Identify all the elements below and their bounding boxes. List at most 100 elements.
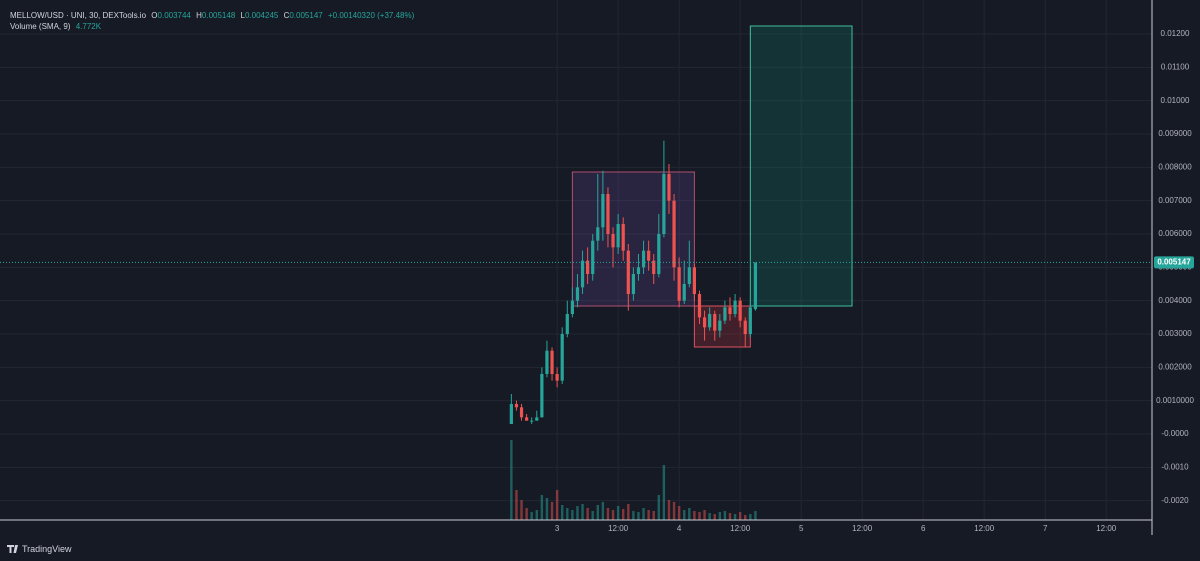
- volume-bar: [550, 502, 554, 520]
- volume-bar: [555, 490, 559, 520]
- candle-body: [570, 300, 574, 314]
- volume-bar: [723, 511, 727, 520]
- volume-bar: [642, 508, 645, 520]
- last-price-label: 0.005147: [1157, 258, 1191, 267]
- candle-body: [636, 267, 641, 274]
- volume-bar: [525, 508, 528, 520]
- candle-body: [606, 194, 610, 234]
- volume-bar: [677, 506, 681, 520]
- candle-body: [718, 320, 722, 331]
- volume-bar: [733, 514, 737, 520]
- candle-body: [550, 350, 554, 374]
- candle-body: [519, 407, 524, 418]
- candle-body: [601, 194, 605, 228]
- candle-body: [580, 260, 585, 288]
- volume-value: 4.772K: [76, 22, 102, 31]
- x-tick-label: 7: [1043, 524, 1048, 533]
- y-tick-label: -0.0020: [1161, 496, 1189, 505]
- volume-bar: [667, 500, 671, 520]
- candle-body: [591, 240, 595, 274]
- header-text: MELLOW/USD · UNI, 30, DEXTools.io O0.003…: [10, 11, 415, 20]
- candle-body: [692, 267, 696, 294]
- candle-body: [733, 300, 737, 314]
- volume-label: Volume (SMA, 9): [10, 22, 71, 31]
- volume-bar: [606, 508, 610, 520]
- x-tick-label: 6: [921, 524, 926, 533]
- volume-bar: [596, 505, 599, 520]
- volume-bar: [571, 510, 574, 520]
- volume-bar: [657, 495, 661, 520]
- candle-body: [748, 307, 752, 334]
- footer[interactable]: TradingView: [7, 544, 72, 554]
- volume-bar: [652, 511, 655, 520]
- x-tick-label: 12:00: [974, 524, 995, 533]
- volume-bar: [545, 498, 549, 520]
- volume-bar: [535, 510, 538, 520]
- volume-bar: [632, 511, 635, 520]
- y-tick-label: 0.01200: [1161, 29, 1190, 38]
- volume-bar: [713, 514, 716, 520]
- h-label: H: [196, 11, 202, 20]
- x-tick-label: 12:00: [730, 524, 751, 533]
- candle-body: [687, 267, 691, 284]
- x-tick-label: 12:00: [1096, 524, 1117, 533]
- volume-bar: [662, 465, 666, 520]
- y-tick-label: 0.007000: [1158, 196, 1192, 205]
- candle-body: [565, 314, 569, 334]
- symbol: MELLOW/USD · UNI, 30, DEXTools.io: [10, 11, 147, 20]
- candle-body: [743, 320, 747, 334]
- candle-body: [530, 420, 534, 422]
- candle-body: [702, 317, 707, 328]
- y-tick-label: 0.003000: [1158, 329, 1192, 338]
- volume-bar: [708, 513, 711, 520]
- y-tick-label: 0.009000: [1158, 129, 1192, 138]
- y-tick-label: 0.01100: [1161, 62, 1190, 71]
- candle-body: [672, 200, 676, 268]
- volume-bar: [586, 508, 589, 520]
- candle-body: [753, 262, 758, 310]
- volume-bar: [647, 510, 650, 520]
- y-tick-label: 0.006000: [1158, 229, 1192, 238]
- volume-bar: [728, 513, 732, 520]
- volume-bar: [520, 500, 523, 520]
- candle-body: [667, 174, 671, 201]
- y-tick-label: -0.0000: [1161, 429, 1189, 438]
- candle-body: [708, 314, 712, 328]
- volume-bar: [581, 504, 584, 520]
- candle-body: [652, 260, 656, 274]
- volume-bar: [749, 514, 752, 520]
- candle-body: [540, 374, 544, 418]
- volume-bar: [611, 510, 615, 520]
- c-label: C: [284, 11, 290, 20]
- candle-body: [626, 250, 630, 294]
- volume-bar: [540, 495, 544, 520]
- candle-body: [575, 287, 580, 301]
- y-tick-label: 0.01000: [1161, 96, 1190, 105]
- grid: [0, 0, 1152, 520]
- candle-body: [697, 294, 702, 318]
- volume-bar: [515, 490, 518, 520]
- change: +0.00140320 (+37.48%): [328, 11, 415, 20]
- l-value: 0.004245: [245, 11, 279, 20]
- brand: TradingView: [22, 544, 72, 554]
- candle-body: [514, 404, 519, 408]
- volume-bar: [718, 512, 722, 520]
- y-tick-label: 0.002000: [1158, 362, 1192, 371]
- volume: [510, 440, 757, 520]
- volume-bar: [601, 502, 605, 520]
- candle-body: [713, 314, 717, 331]
- candle-body: [631, 274, 635, 294]
- x-tick-label: 3: [555, 524, 560, 533]
- volume-bar: [566, 508, 569, 520]
- c-value: 0.005147: [289, 11, 323, 20]
- x-tick-label: 4: [677, 524, 682, 533]
- zone: [749, 25, 853, 307]
- candle-body: [525, 417, 529, 421]
- volume-bar: [530, 512, 533, 520]
- y-tick-label: -0.0010: [1161, 462, 1189, 471]
- candles: [0, 140, 1152, 424]
- candle-body: [545, 350, 549, 374]
- candle-body: [723, 307, 727, 321]
- volume-bar: [672, 502, 676, 520]
